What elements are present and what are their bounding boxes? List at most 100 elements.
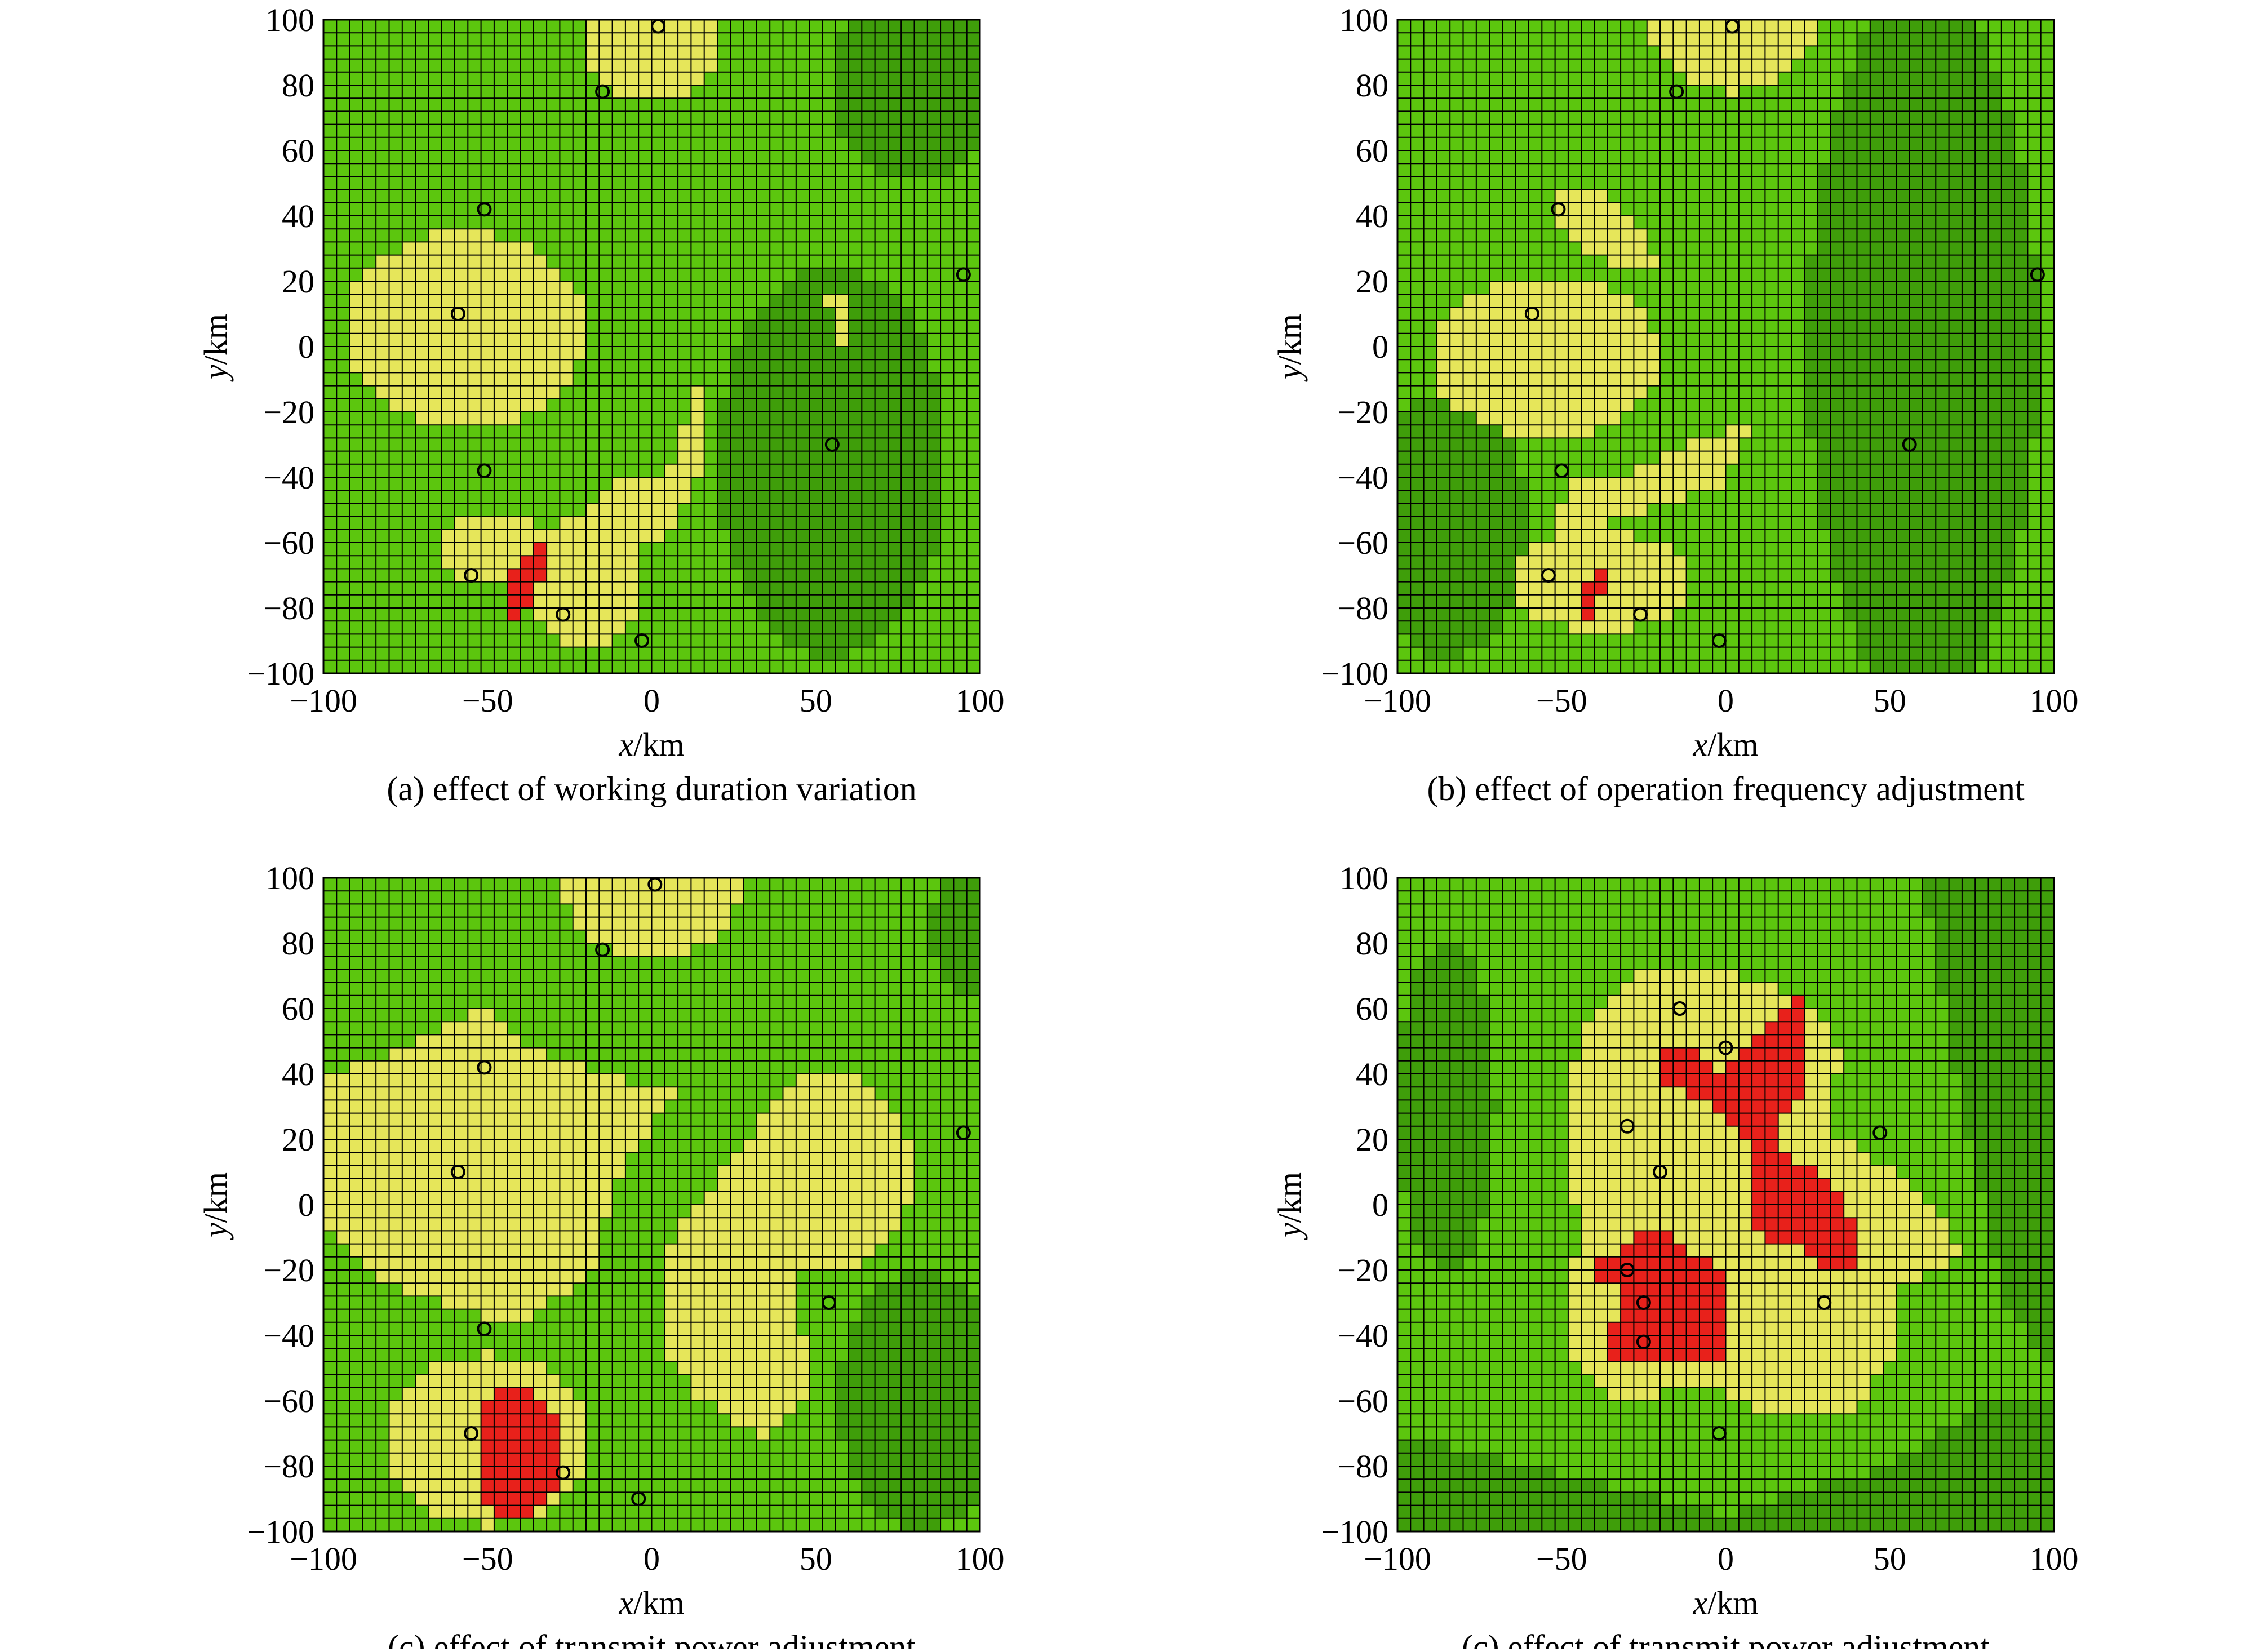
yellow-cell: [415, 255, 429, 269]
dark-green-cell: [1778, 1518, 1792, 1532]
dark-green-cell: [2001, 385, 2015, 399]
dark-green-cell: [2040, 904, 2055, 917]
yellow-cell: [691, 891, 705, 904]
red-cell: [1712, 1335, 1726, 1349]
yellow-cell: [1621, 398, 1634, 412]
yellow-cell: [455, 529, 468, 543]
dark-green-cell: [901, 347, 915, 360]
dark-green-cell: [901, 1505, 915, 1519]
dark-green-cell: [1397, 438, 1411, 451]
yellow-cell: [455, 1074, 468, 1087]
yellow-cell: [783, 1231, 797, 1244]
dark-green-cell: [940, 956, 954, 970]
dark-green-cell: [1529, 1492, 1542, 1506]
dark-green-cell: [1607, 1505, 1621, 1519]
yellow-cell: [664, 85, 678, 99]
yellow-cell: [1529, 347, 1542, 360]
yellow-cell: [441, 1100, 455, 1113]
yellow-cell: [1699, 995, 1713, 1009]
dark-green-cell: [1962, 59, 1976, 73]
yellow-cell: [428, 1231, 442, 1244]
y-axis-var: y: [197, 1223, 234, 1240]
dark-green-cell: [822, 569, 836, 582]
yellow-cell: [717, 1361, 731, 1375]
red-cell: [1778, 1034, 1792, 1048]
yellow-cell: [1817, 1074, 1831, 1087]
yellow-cell: [520, 268, 534, 282]
yellow-cell: [560, 320, 574, 334]
dark-green-cell: [2040, 1009, 2055, 1022]
yellow-cell: [743, 1296, 757, 1309]
dark-green-cell: [966, 1440, 980, 1454]
dark-green-cell: [1450, 503, 1463, 517]
dark-green-cell: [1870, 529, 1884, 543]
yellow-cell: [1555, 385, 1569, 399]
yellow-cell: [336, 1152, 350, 1166]
dark-green-cell: [770, 412, 783, 425]
yellow-cell: [1909, 1231, 1923, 1244]
yellow-cell: [336, 1087, 350, 1100]
dark-green-cell: [1949, 359, 1963, 373]
dark-green-cell: [1988, 917, 2002, 931]
yellow-cell: [625, 943, 639, 957]
dark-green-cell: [770, 333, 783, 347]
dark-green-cell: [809, 412, 823, 425]
yellow-cell: [862, 1191, 875, 1205]
red-cell: [1830, 1256, 1844, 1271]
dark-green-cell: [1949, 904, 1963, 917]
dark-green-cell: [1436, 969, 1450, 983]
yellow-cell: [1568, 320, 1582, 334]
dark-green-cell: [2001, 163, 2015, 177]
yellow-cell: [1686, 46, 1700, 59]
yellow-cell: [533, 1126, 547, 1140]
dark-green-cell: [835, 347, 849, 360]
yellow-cell: [1712, 477, 1726, 491]
yellow-cell: [507, 1256, 521, 1271]
yellow-cell: [481, 1218, 495, 1231]
dark-green-cell: [849, 359, 862, 373]
dark-green-cell: [1463, 1022, 1477, 1035]
yellow-cell: [730, 1361, 744, 1375]
yellow-cell: [717, 904, 731, 917]
yellow-cell: [704, 1348, 718, 1362]
yellow-cell: [533, 1139, 547, 1153]
dark-green-cell: [849, 1335, 862, 1349]
yellow-cell: [1463, 398, 1477, 412]
dark-green-cell: [1804, 347, 1818, 360]
yellow-cell: [691, 1322, 705, 1336]
dark-green-cell: [1436, 425, 1450, 438]
yellow-cell: [1673, 1231, 1687, 1244]
dark-green-cell: [1988, 72, 2002, 86]
yellow-cell: [362, 359, 376, 373]
dark-green-cell: [1489, 490, 1503, 504]
yellow-cell: [612, 878, 626, 891]
dark-green-cell: [1988, 398, 2002, 412]
yellow-cell: [1660, 464, 1674, 478]
dark-green-cell: [770, 543, 783, 556]
dark-green-cell: [849, 20, 862, 33]
yellow-cell: [547, 281, 560, 295]
yellow-cell: [1621, 229, 1634, 242]
red-cell: [1699, 1256, 1713, 1271]
red-cell: [1778, 1022, 1792, 1035]
dark-green-cell: [1463, 1152, 1477, 1166]
dark-green-cell: [835, 438, 849, 451]
yellow-cell: [809, 1191, 823, 1205]
dark-green-cell: [2027, 1087, 2042, 1100]
dark-green-cell: [1988, 425, 2002, 438]
dark-green-cell: [2014, 1100, 2028, 1113]
yellow-cell: [1594, 320, 1608, 334]
dark-green-cell: [1410, 1205, 1424, 1218]
yellow-cell: [1621, 1022, 1634, 1035]
yellow-cell: [730, 1414, 744, 1427]
yellow-cell: [612, 621, 626, 634]
dark-green-cell: [1949, 20, 1963, 33]
dark-green-cell: [1489, 608, 1503, 621]
yellow-cell: [533, 1205, 547, 1218]
dark-green-cell: [849, 1361, 862, 1375]
dark-green-cell: [1896, 621, 1910, 634]
yellow-cell: [1515, 281, 1529, 295]
red-cell: [1647, 1322, 1661, 1336]
dark-green-cell: [966, 111, 980, 125]
dark-green-cell: [1817, 189, 1831, 203]
